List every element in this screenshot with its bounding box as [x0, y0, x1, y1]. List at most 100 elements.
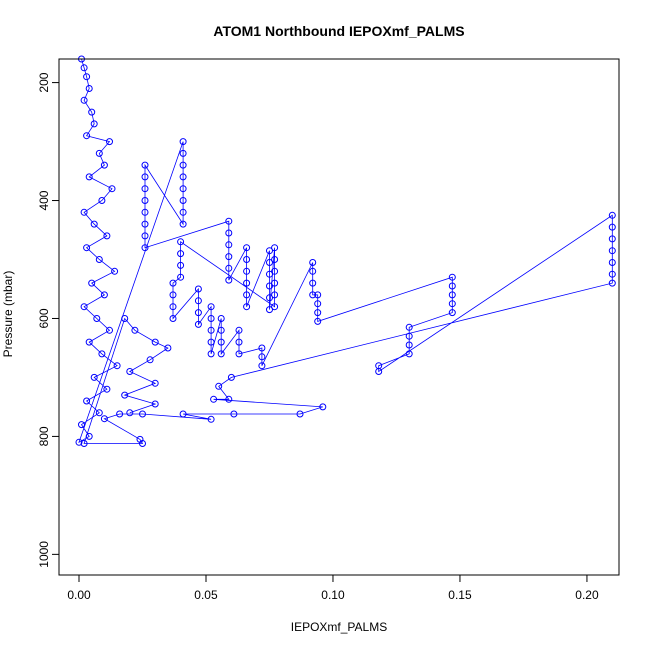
data-point	[448, 273, 456, 281]
data-point	[80, 208, 88, 216]
data-point	[314, 317, 322, 325]
data-point	[131, 326, 139, 334]
data-point	[151, 400, 159, 408]
data-point	[217, 338, 225, 346]
data-point	[121, 315, 129, 322]
data-point	[141, 220, 149, 228]
data-point	[90, 220, 98, 228]
data-point	[235, 350, 243, 358]
data-point	[271, 267, 279, 275]
x-axis-label: IEPOXmf_PALMS	[291, 620, 387, 634]
y-axis-label: Pressure (mbar)	[1, 271, 15, 358]
data-point	[111, 267, 119, 275]
data-point	[608, 247, 616, 255]
data-point	[100, 291, 108, 299]
data-point	[169, 291, 177, 299]
data-point	[227, 373, 235, 381]
data-point	[225, 229, 233, 237]
data-point	[266, 294, 273, 302]
data-point	[98, 197, 106, 204]
data-point	[243, 279, 251, 287]
x-tick-label: 0.20	[575, 588, 599, 602]
x-tick-label: 0.10	[321, 588, 345, 602]
data-point	[217, 315, 225, 322]
data-point	[90, 373, 98, 381]
plot-points	[75, 55, 616, 447]
data-point	[83, 397, 91, 405]
data-point	[243, 267, 251, 275]
data-point	[100, 161, 108, 169]
data-point	[103, 232, 111, 240]
data-point	[235, 338, 243, 346]
data-point	[225, 217, 233, 225]
data-point	[314, 309, 322, 317]
data-point	[608, 259, 616, 266]
data-point	[95, 409, 103, 417]
data-point	[75, 438, 83, 446]
data-point	[309, 267, 317, 275]
data-point	[90, 120, 98, 128]
x-tick-label: 0.15	[448, 588, 472, 602]
data-point	[258, 344, 266, 352]
data-point	[78, 421, 85, 429]
y-axis: 200 400 600 800 1000	[37, 72, 60, 568]
data-point	[179, 149, 187, 157]
data-point	[146, 356, 154, 364]
data-point	[177, 261, 185, 269]
data-point	[169, 315, 177, 322]
data-point	[207, 338, 215, 346]
data-point	[266, 247, 273, 255]
data-point	[164, 344, 172, 352]
data-point	[80, 303, 88, 311]
data-point	[225, 395, 233, 403]
data-point	[151, 379, 159, 387]
data-point	[258, 353, 266, 361]
data-point	[169, 279, 177, 287]
data-point	[608, 223, 616, 231]
data-point	[309, 291, 317, 299]
data-point	[210, 395, 218, 403]
data-point	[309, 259, 317, 266]
data-point	[103, 385, 111, 393]
data-point	[243, 291, 251, 299]
data-point	[88, 279, 96, 287]
y-tick-label: 200	[37, 72, 51, 92]
data-point	[608, 211, 616, 219]
data-point	[85, 85, 93, 92]
data-point	[215, 382, 223, 390]
data-point	[113, 362, 121, 370]
data-point	[169, 303, 177, 311]
data-point	[217, 326, 225, 334]
data-point	[177, 238, 185, 246]
data-point	[309, 279, 317, 287]
data-point	[80, 96, 88, 104]
data-point	[95, 149, 103, 157]
data-point	[177, 250, 185, 258]
data-point	[179, 197, 187, 204]
data-point	[179, 410, 187, 418]
y-tick-label: 600	[37, 308, 51, 328]
y-tick-label: 800	[37, 426, 51, 446]
data-point	[608, 270, 616, 278]
data-point	[179, 173, 187, 181]
data-point	[83, 244, 91, 252]
y-tick-label: 400	[37, 190, 51, 210]
data-point	[179, 208, 187, 216]
data-point	[85, 432, 93, 440]
data-point	[100, 415, 108, 423]
data-point	[405, 332, 413, 340]
data-point	[194, 297, 202, 305]
data-point	[296, 410, 304, 418]
data-point	[179, 161, 187, 169]
data-point	[95, 256, 103, 263]
data-point	[126, 409, 134, 417]
data-point	[266, 270, 273, 278]
x-tick-label: 0.00	[67, 588, 91, 602]
y-tick-label: 1000	[37, 541, 51, 568]
data-point	[217, 350, 225, 358]
data-point	[405, 323, 413, 331]
data-point	[266, 282, 273, 290]
data-point	[179, 138, 187, 146]
x-tick-label: 0.05	[194, 588, 218, 602]
